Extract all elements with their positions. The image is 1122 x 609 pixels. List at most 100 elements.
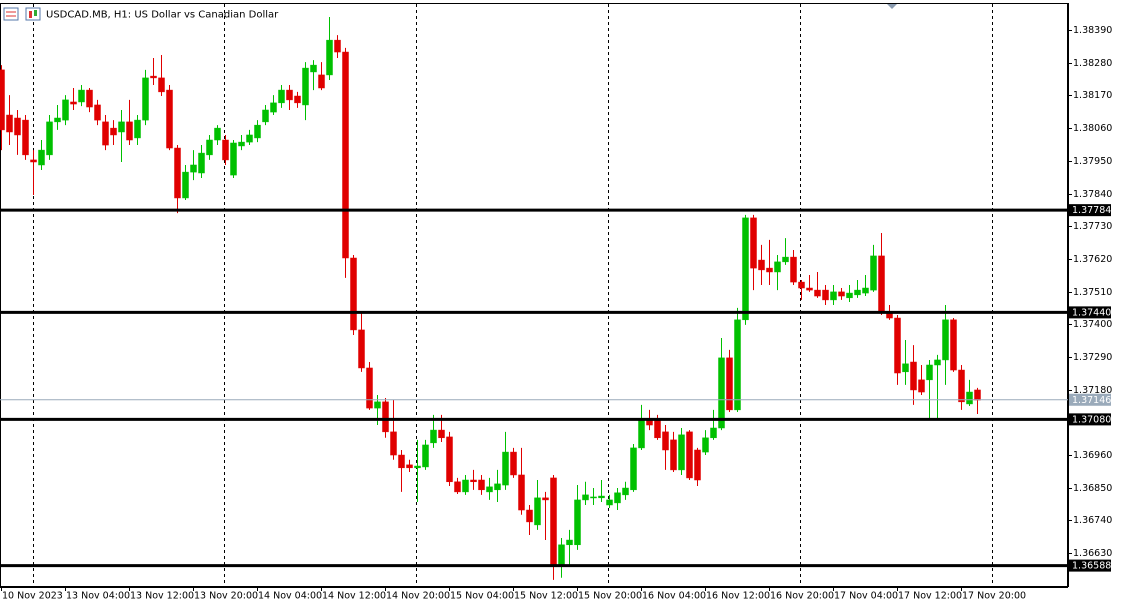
candle-body (278, 89, 285, 104)
candle-body (246, 134, 253, 143)
candle-body (318, 74, 325, 89)
candle-body (926, 364, 933, 381)
candle-body (582, 494, 589, 501)
candle-body (366, 367, 373, 409)
candle-body (414, 465, 421, 469)
candle-body (614, 492, 621, 504)
candle-body (598, 495, 605, 499)
candle-body (254, 124, 261, 139)
candle-body (310, 64, 317, 73)
candle-body (70, 101, 77, 105)
candle-body (214, 127, 221, 141)
candle-body (878, 255, 885, 313)
candle-body (502, 451, 509, 486)
candle-body (870, 255, 877, 291)
candle-body (758, 259, 765, 271)
candle-body (94, 104, 101, 121)
candle-body (622, 487, 629, 496)
candle-body (382, 401, 389, 433)
candle-body (734, 319, 741, 411)
y-tick-label: 1.37840 (1073, 189, 1112, 200)
y-tick-label: 1.37620 (1073, 254, 1112, 265)
candle-body (22, 119, 29, 156)
y-tick-label: 1.37950 (1073, 156, 1112, 167)
level-label-box (1069, 413, 1111, 426)
candle-body (510, 451, 517, 476)
candle-body (854, 289, 861, 296)
candle-body (838, 291, 845, 297)
y-tick-label: 1.36850 (1073, 483, 1112, 494)
x-tick-label: 13 Nov 04:00 (66, 591, 130, 602)
candle-body (654, 419, 661, 439)
candle-body (590, 496, 597, 499)
candle-body (830, 291, 837, 301)
y-tick-label: 1.37290 (1073, 352, 1112, 363)
x-tick-label: 16 Nov 04:00 (642, 591, 706, 602)
candle-body (806, 287, 813, 291)
x-tick-label: 14 Nov 12:00 (322, 591, 386, 602)
candle-body (702, 437, 709, 453)
candle-body (398, 454, 405, 469)
candle-body (910, 361, 917, 391)
candle-body (238, 141, 245, 147)
candle-body (30, 159, 37, 163)
x-tick-label: 17 Nov 04:00 (834, 591, 898, 602)
y-tick-label: 1.37510 (1073, 287, 1112, 298)
candle-body (974, 389, 981, 401)
candle-body (78, 89, 85, 103)
y-tick-label: 1.37180 (1073, 385, 1112, 396)
icon (34, 10, 37, 16)
candle-body (334, 39, 341, 53)
y-tick-label: 1.36740 (1073, 515, 1112, 526)
candle-body (454, 481, 461, 493)
candle-body (270, 102, 277, 113)
level-label: 1.37440 (1072, 307, 1111, 318)
y-tick-label: 1.38170 (1073, 90, 1112, 101)
candle-body (902, 363, 909, 373)
candle-body (150, 75, 157, 79)
x-tick-label: 16 Nov 20:00 (770, 591, 834, 602)
candle-body (862, 287, 869, 294)
icon (29, 11, 32, 18)
candle-body (422, 444, 429, 468)
candle-body (222, 139, 229, 161)
current-price-box (1069, 393, 1111, 406)
candle-body (662, 431, 669, 451)
candle-body (566, 539, 573, 546)
x-tick-label: 17 Nov 12:00 (898, 591, 962, 602)
y-tick-label: 1.37730 (1073, 221, 1112, 232)
candle-body (486, 486, 493, 493)
candle-body (790, 256, 797, 283)
candle-body (574, 499, 581, 546)
y-tick-label: 1.36630 (1073, 548, 1112, 559)
candle-body (166, 89, 173, 149)
candle-body (198, 152, 205, 174)
icon (25, 7, 41, 21)
candle-body (374, 401, 381, 409)
candle-body (950, 319, 957, 371)
level-label: 1.37784 (1072, 205, 1111, 216)
candle-body (0, 69, 5, 131)
icon (3, 7, 19, 21)
candle-body (54, 117, 61, 123)
candle-body (390, 431, 397, 456)
x-tick-label: 15 Nov 20:00 (578, 591, 642, 602)
candle-body (550, 477, 557, 566)
candle-body (86, 89, 93, 108)
candle-body (286, 89, 293, 101)
candle-body (174, 147, 181, 199)
candle-body (518, 474, 525, 511)
candle-body (430, 429, 437, 444)
candle-body (206, 139, 213, 156)
candle-body (670, 439, 677, 471)
candle-body (38, 149, 45, 166)
x-tick-label: 17 Nov 20:00 (962, 591, 1026, 602)
candle-body (62, 99, 69, 121)
candle-body (798, 281, 805, 289)
x-tick-label: 13 Nov 20:00 (194, 591, 258, 602)
level-label-box (1069, 559, 1111, 572)
candle-body (710, 427, 717, 439)
candle-body (134, 119, 141, 139)
candle-body (726, 357, 733, 411)
